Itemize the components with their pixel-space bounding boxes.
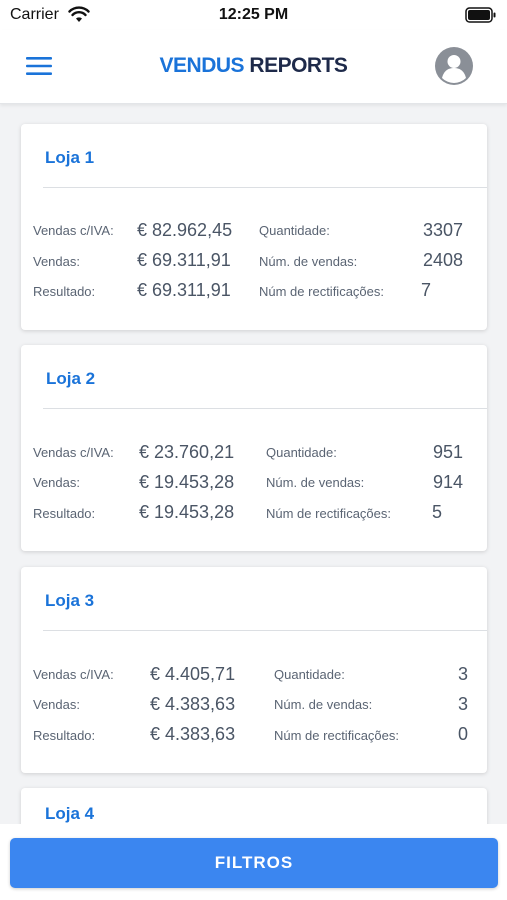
num-vendas-label: Núm. de vendas:: [266, 475, 365, 490]
quantidade-value: 3307: [422, 220, 463, 240]
num-vendas-value: 2408: [422, 250, 463, 270]
resultado-label: Resultado:: [33, 284, 96, 299]
quantidade-label: Quantidade:: [266, 445, 337, 460]
resultado-value: € 19.453,28: [139, 502, 235, 522]
store-card[interactable]: Loja 3 Vendas c/IVA: Vendas: Resultado: …: [21, 567, 487, 773]
vendas-label: Vendas:: [33, 475, 80, 490]
status-bar: Carrier 12:25 PM: [0, 0, 507, 30]
resultado-label: Resultado:: [33, 728, 96, 743]
vendas-label: Vendas:: [33, 254, 80, 269]
filtros-button[interactable]: FILTROS: [10, 838, 498, 888]
wifi-icon: [68, 6, 90, 22]
store-name: Loja 4: [45, 804, 95, 823]
user-avatar-icon[interactable]: [435, 47, 473, 85]
vendas-iva-value: € 82.962,45: [137, 220, 233, 240]
app-logo: VENDUS REPORTS: [0, 54, 507, 78]
brand-part1: VENDUS: [159, 54, 245, 77]
num-rectificacoes-label: Núm de rectificações:: [259, 284, 384, 299]
quantidade-label: Quantidade:: [259, 223, 330, 238]
quantidade-value: 951: [432, 442, 463, 462]
vendas-value: € 4.383,63: [150, 694, 236, 714]
vendas-value: € 19.453,28: [139, 472, 235, 492]
resultado-label: Resultado:: [33, 506, 96, 521]
card-divider: [43, 630, 487, 631]
num-vendas-label: Núm. de vendas:: [259, 254, 358, 269]
store-card[interactable]: Loja 1 Vendas c/IVA: Vendas: Resultado: …: [21, 124, 487, 330]
vendas-iva-label: Vendas c/IVA:: [33, 445, 114, 460]
card-divider: [43, 408, 487, 409]
clock-time: 12:25 PM: [218, 6, 289, 23]
vendas-iva-label: Vendas c/IVA:: [33, 667, 114, 682]
num-vendas-value: 3: [457, 694, 468, 714]
num-rectificacoes-value: 0: [457, 724, 468, 744]
vendas-iva-label: Vendas c/IVA:: [33, 223, 114, 238]
card-divider: [43, 187, 487, 188]
vendas-label: Vendas:: [33, 697, 80, 712]
store-card[interactable]: Loja 4: [21, 788, 487, 824]
num-rectificacoes-label: Núm de rectificações:: [266, 506, 391, 521]
num-rectificacoes-label: Núm de rectificações:: [274, 728, 399, 743]
carrier-label: Carrier: [10, 6, 59, 23]
quantidade-label: Quantidade:: [274, 667, 345, 682]
num-rectificacoes-value: 5: [432, 502, 443, 522]
stores-list[interactable]: Loja 1 Vendas c/IVA: Vendas: Resultado: …: [0, 104, 507, 824]
num-vendas-value: 914: [432, 472, 463, 492]
store-name: Loja 1: [45, 148, 95, 167]
vendas-iva-value: € 23.760,21: [139, 442, 235, 462]
num-rectificacoes-value: 7: [421, 280, 432, 300]
store-card[interactable]: Loja 2 Vendas c/IVA: Vendas: Resultado: …: [21, 345, 487, 551]
footer-bar: FILTROS: [0, 824, 507, 900]
quantidade-value: 3: [457, 664, 468, 684]
brand-part2: REPORTS: [249, 54, 348, 77]
app-header: VENDUS REPORTS: [0, 30, 507, 104]
store-name: Loja 3: [45, 591, 95, 610]
hamburger-menu-icon[interactable]: [26, 56, 52, 76]
battery-icon: [465, 7, 496, 23]
vendas-iva-value: € 4.405,71: [150, 664, 236, 684]
num-vendas-label: Núm. de vendas:: [274, 697, 373, 712]
resultado-value: € 69.311,91: [137, 280, 231, 300]
vendas-value: € 69.311,91: [137, 250, 231, 270]
store-name: Loja 2: [46, 369, 96, 388]
resultado-value: € 4.383,63: [150, 724, 236, 744]
